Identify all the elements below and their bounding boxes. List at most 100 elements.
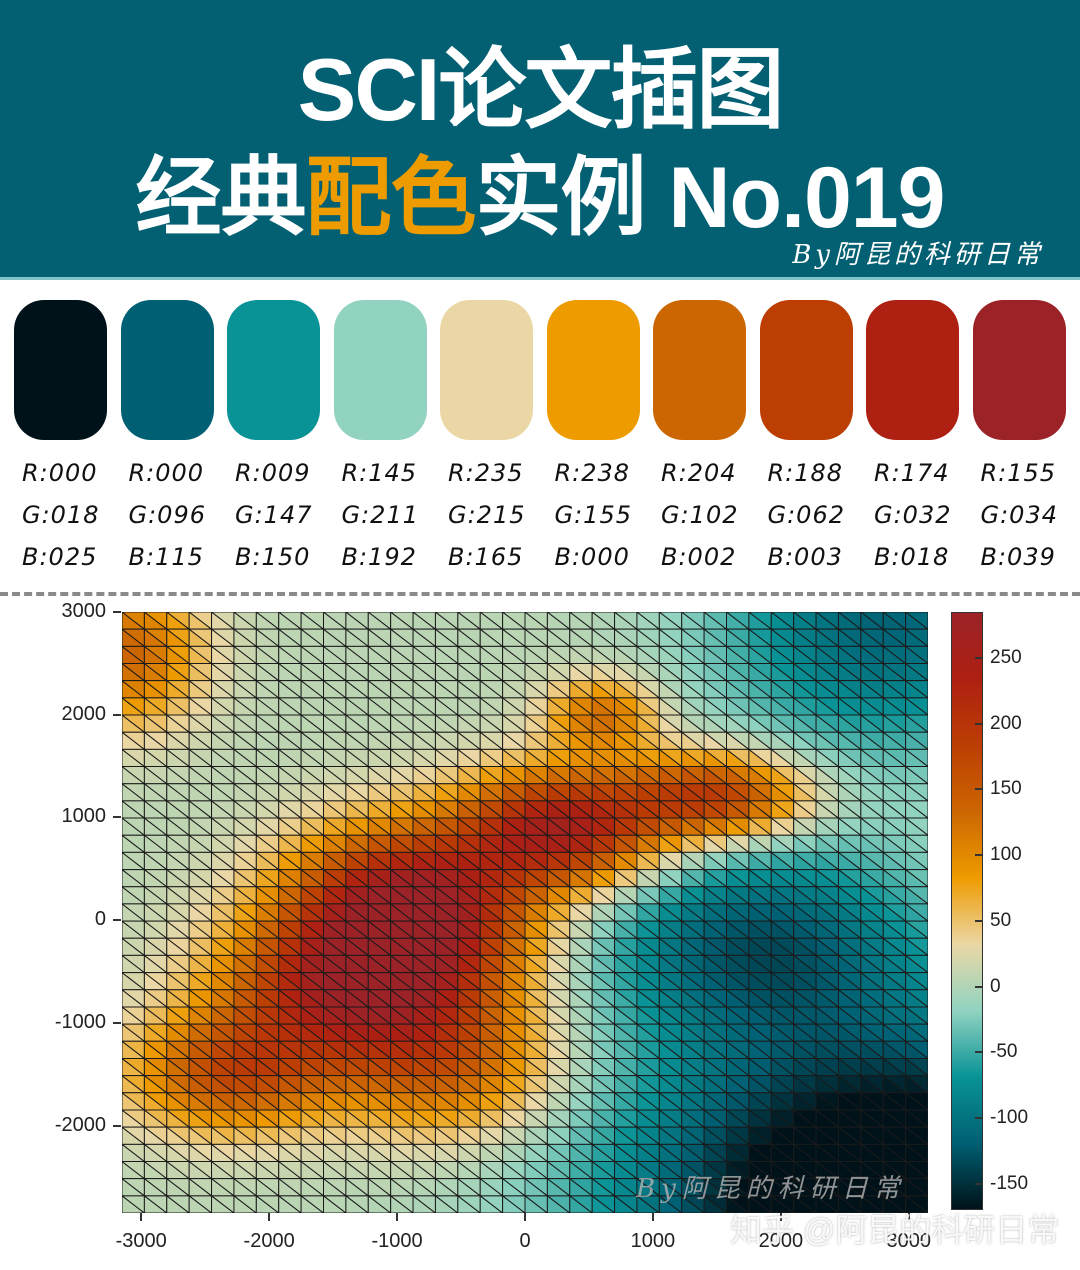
- section-divider: [0, 592, 1080, 596]
- rgb-g-value: G:155: [554, 501, 632, 529]
- rgb-g-value: G:018: [22, 501, 100, 529]
- x-tick-label: -1000: [371, 1230, 423, 1252]
- rgb-label: R:155 G:034 B:039: [981, 452, 1080, 578]
- rgb-g-value: G:096: [128, 501, 206, 529]
- rgb-label: R:000 G:018 B:025: [22, 452, 126, 578]
- palette-swatches: [14, 300, 1074, 440]
- rgb-label: R:174 G:032 B:018: [874, 452, 978, 578]
- rgb-g-value: G:034: [980, 501, 1058, 529]
- x-tick-mark: [524, 1213, 526, 1221]
- rgb-r-value: R:238: [554, 459, 631, 487]
- plot-watermark: By阿昆的科研日常: [636, 1174, 906, 1204]
- color-swatch: [866, 300, 959, 440]
- rgb-b-value: B:192: [341, 543, 417, 571]
- y-tick-label: 2000: [61, 702, 107, 725]
- rgb-r-value: R:204: [661, 459, 737, 487]
- x-tick-label: 3000: [886, 1230, 932, 1252]
- color-swatch: [333, 300, 427, 440]
- colorbar-tick-label: 50: [990, 909, 1012, 931]
- colorbar-tick-label: 150: [990, 778, 1022, 800]
- rgb-b-value: B:039: [980, 543, 1056, 571]
- color-swatch: [653, 300, 746, 440]
- rgb-label: R:145 G:211 B:192: [342, 452, 446, 578]
- rgb-label: R:238 G:155 B:000: [555, 452, 659, 578]
- rgb-r-value: R:155: [980, 459, 1057, 487]
- rgb-b-value: B:018: [874, 543, 950, 571]
- rgb-b-value: B:115: [128, 543, 204, 571]
- rgb-label: R:235 G:215 B:165: [448, 452, 552, 578]
- y-tick-label: 3000: [61, 600, 107, 622]
- color-swatch: [120, 300, 214, 440]
- colorbar-tick-label: -150: [990, 1172, 1029, 1194]
- color-swatch: [14, 300, 107, 440]
- rgb-b-value: B:003: [767, 543, 843, 571]
- colorbar-tick-label: -100: [990, 1107, 1029, 1128]
- color-swatch: [227, 300, 320, 440]
- rgb-r-value: R:188: [767, 459, 844, 487]
- y-tick-mark: [113, 1021, 121, 1024]
- y-tick-mark: [113, 713, 121, 716]
- y-tick-mark: [113, 919, 121, 922]
- colorbar-tick-mark: [975, 854, 983, 857]
- rgb-label: R:188 G:062 B:003: [768, 452, 872, 578]
- colorbar-tick-label: 200: [990, 712, 1022, 734]
- x-tick-mark: [396, 1213, 399, 1221]
- rgb-b-value: B:002: [661, 543, 737, 571]
- y-tick-label: -1000: [54, 1010, 106, 1033]
- colorbar-tick-mark: [975, 1182, 983, 1185]
- y-tick-label: -2000: [54, 1113, 106, 1136]
- rgb-b-value: B:150: [235, 543, 311, 571]
- x-tick-mark: [651, 1213, 654, 1221]
- rgb-b-value: B:000: [554, 543, 630, 571]
- site-watermark: 知乎 @阿昆的科研日常: [730, 1212, 1060, 1248]
- colorbar-tick-mark: [975, 722, 983, 725]
- header-banner: SCI论文插图 经典配色实例 No.019 By阿昆的科研日常: [0, 0, 1080, 277]
- rgb-b-value: B:025: [22, 543, 98, 571]
- rgb-r-value: R:145: [341, 459, 418, 487]
- colorbar-tick-label: -50: [990, 1041, 1018, 1063]
- color-swatch: [972, 300, 1066, 440]
- colorbar-tick-label: 250: [990, 647, 1022, 668]
- rgb-r-value: R:000: [128, 459, 205, 487]
- colorbar-tick-mark: [975, 788, 983, 791]
- colorbar-tick-mark: [975, 919, 983, 922]
- banner-divider: [0, 277, 1080, 280]
- rgb-g-value: G:215: [448, 501, 526, 529]
- color-swatch: [546, 300, 640, 440]
- y-tick-mark: [113, 816, 121, 819]
- title-line-2: 经典配色实例 No.019: [0, 148, 1080, 248]
- colorbar-tick-mark: [975, 1051, 983, 1054]
- x-tick-label: 2000: [758, 1230, 804, 1252]
- colorbar-tick-label: 100: [990, 844, 1022, 866]
- title-part-a: 经典: [135, 150, 307, 246]
- x-tick-mark: [268, 1213, 271, 1221]
- color-swatch: [440, 300, 533, 440]
- title-highlight: 配色: [305, 150, 477, 246]
- colorbar: [951, 612, 983, 1210]
- rgb-g-value: G:147: [235, 501, 313, 529]
- x-tick-label: 1000: [630, 1230, 676, 1252]
- colorbar-tick-mark: [975, 657, 983, 659]
- x-tick-mark: [140, 1213, 143, 1221]
- x-tick-label: 0: [519, 1230, 531, 1252]
- heatmap-plot: [122, 612, 928, 1213]
- author-byline: By阿昆的科研日常: [792, 240, 1044, 270]
- rgb-r-value: R:174: [874, 459, 950, 487]
- rgb-g-value: G:032: [874, 501, 952, 529]
- rgb-label: R:204 G:102 B:002: [661, 452, 765, 578]
- color-swatch: [759, 300, 853, 440]
- x-tick-mark: [907, 1213, 910, 1221]
- rgb-g-value: G:102: [661, 501, 739, 529]
- x-tick-label: -2000: [243, 1230, 295, 1252]
- x-tick-mark: [779, 1213, 782, 1221]
- title-part-b: 实例 No.019: [475, 150, 946, 246]
- colorbar-tick-label: 0: [990, 975, 1001, 997]
- rgb-g-value: G:062: [767, 501, 845, 529]
- y-tick-label: 0: [94, 908, 106, 931]
- colorbar-tick-mark: [975, 1117, 983, 1119]
- rgb-r-value: R:235: [448, 459, 524, 487]
- y-tick-mark: [113, 611, 121, 613]
- colorbar-tick-mark: [975, 985, 983, 988]
- rgb-g-value: G:211: [341, 501, 419, 529]
- y-tick-label: 1000: [61, 805, 107, 828]
